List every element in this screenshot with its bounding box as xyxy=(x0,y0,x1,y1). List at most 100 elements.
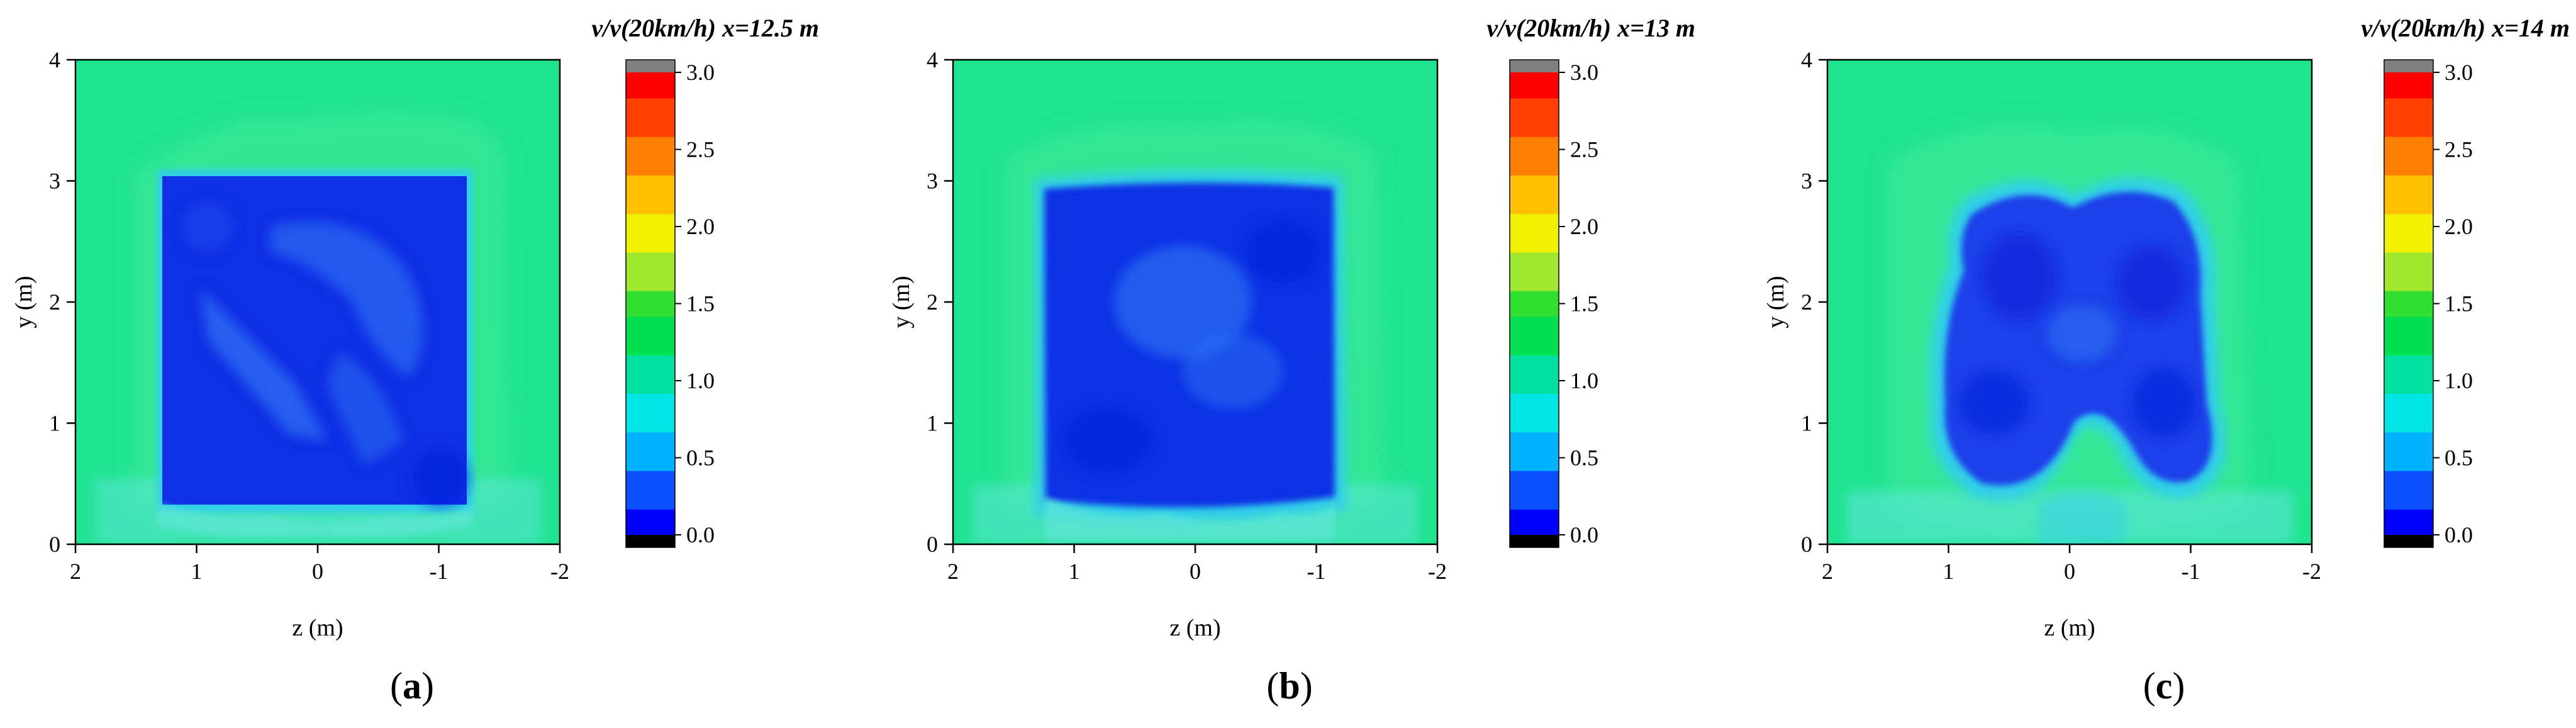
panel-label-b: (b) xyxy=(1266,665,1312,707)
colorbar-step xyxy=(626,111,675,125)
colorbar-step xyxy=(2384,277,2433,291)
colorbar-a: 0.0 0.5 1.0 1.5 2.0 2.5 3.0 xyxy=(625,59,715,548)
y-tick-label: 3 xyxy=(49,169,60,194)
colorbar-step xyxy=(1510,252,1559,266)
colorbar-step xyxy=(2384,149,2433,163)
colorbar-over-cap xyxy=(1510,60,1559,72)
colorbar-tick-label: 1.5 xyxy=(1570,291,1598,316)
colorbar-step xyxy=(626,123,675,137)
colorbar-step xyxy=(2384,303,2433,317)
ticks-c: 2 1 0 -1 -2 0 1 2 3 4 xyxy=(1801,47,2321,584)
wake-texture-c xyxy=(1960,233,2195,437)
colorbar-step xyxy=(2384,355,2433,369)
colorbar-step xyxy=(2384,213,2433,227)
colorbar-under-cap xyxy=(626,535,675,547)
ticks-b: 2 1 0 -1 -2 0 1 2 3 4 xyxy=(927,47,1447,584)
colorbar-step xyxy=(626,303,675,317)
colorbar-step xyxy=(2384,252,2433,266)
colorbar-step xyxy=(2384,483,2433,497)
colorbar-step xyxy=(1510,316,1559,330)
colorbar-tick-label: 2.5 xyxy=(686,137,715,162)
colorbar-step xyxy=(2384,457,2433,471)
colorbar-step xyxy=(626,522,675,535)
colorbar-step xyxy=(2384,316,2433,330)
colorbar-step xyxy=(626,239,675,253)
colorbar-step xyxy=(2384,111,2433,125)
colorbar-step xyxy=(1510,149,1559,163)
colorbar-tick-label: 3.0 xyxy=(1570,60,1598,85)
colorbar-step xyxy=(2384,406,2433,420)
plot-title-c: v/v(20km/h) x=14 m xyxy=(2361,14,2570,42)
colorbar-step xyxy=(1510,457,1559,471)
colorbar-tick-label: 2.0 xyxy=(686,214,715,239)
colorbar-tick-label: 1.0 xyxy=(2445,368,2473,393)
colorbar-step xyxy=(626,277,675,291)
colorbar-step xyxy=(1510,123,1559,137)
colorbar-step xyxy=(1510,291,1559,305)
wake-texture-a xyxy=(182,201,469,507)
colorbar-step xyxy=(2384,265,2433,279)
colorbar-step xyxy=(626,406,675,420)
colorbar-step xyxy=(1510,239,1559,253)
colorbar-step xyxy=(626,72,675,86)
colorbar-step xyxy=(626,419,675,433)
colorbar-step xyxy=(2384,291,2433,305)
colorbar-step xyxy=(1510,72,1559,86)
colorbar-step xyxy=(626,149,675,163)
y-tick-label: 2 xyxy=(927,289,938,315)
x-tick-label: -2 xyxy=(1428,559,1447,584)
heatmap-c xyxy=(1827,60,2312,544)
colorbar-tick-label: 0.0 xyxy=(2445,522,2473,547)
colorbar-step xyxy=(1510,522,1559,535)
colorbar-step xyxy=(2384,419,2433,433)
y-tick-label: 3 xyxy=(927,169,938,194)
ground-streak-b xyxy=(1044,497,1335,541)
y-tick-label: 0 xyxy=(927,532,938,557)
colorbar-tick-label: 0.5 xyxy=(686,445,715,471)
colorbar-step xyxy=(2384,522,2433,535)
ticks-a: 2 1 0 -1 -2 0 1 2 3 4 xyxy=(49,47,569,584)
colorbar-step xyxy=(2384,98,2433,111)
colorbar-under-cap xyxy=(1510,535,1559,547)
colorbar-tick-label: 0.0 xyxy=(1570,522,1598,547)
y-tick-label: 2 xyxy=(1801,289,1812,315)
colorbar-step xyxy=(626,252,675,266)
colorbar-step xyxy=(1510,329,1559,343)
y-tick-label: 1 xyxy=(49,411,60,436)
colorbar-step xyxy=(626,381,675,395)
x-axis-title-b: z (m) xyxy=(1169,615,1220,641)
colorbar-step xyxy=(626,98,675,111)
colorbar-step xyxy=(626,393,675,407)
y-tick-label: 0 xyxy=(49,532,60,557)
x-tick-label: 1 xyxy=(191,559,203,584)
colorbar-under-cap xyxy=(2384,535,2433,547)
colorbar-tick-label: 2.0 xyxy=(1570,214,1598,239)
colorbar-tick-label: 1.0 xyxy=(686,368,715,393)
colorbar-step xyxy=(1510,175,1559,189)
colorbar-step xyxy=(626,509,675,523)
colorbar-step xyxy=(1510,470,1559,484)
colorbar-step xyxy=(2384,175,2433,189)
colorbar-step xyxy=(626,175,675,189)
colorbar-step xyxy=(626,213,675,227)
y-tick-label: 4 xyxy=(1801,47,1812,72)
colorbar-step xyxy=(1510,445,1559,459)
colorbar-step xyxy=(1510,277,1559,291)
colorbar-step xyxy=(1510,509,1559,523)
colorbar-step xyxy=(1510,303,1559,317)
x-tick-label: 0 xyxy=(1190,559,1201,584)
colorbar-step xyxy=(1510,162,1559,176)
y-axis-title-c: y (m) xyxy=(1763,276,1789,328)
y-tick-label: 1 xyxy=(1801,411,1812,436)
colorbar-step xyxy=(1510,381,1559,395)
colorbar-step xyxy=(1510,98,1559,111)
colorbar-step xyxy=(1510,483,1559,497)
colorbar-step xyxy=(2384,239,2433,253)
plot-title-b: v/v(20km/h) x=13 m xyxy=(1486,14,1695,42)
colorbar-step xyxy=(626,316,675,330)
x-tick-label: 2 xyxy=(70,559,81,584)
colorbar-step xyxy=(2384,201,2433,215)
colorbar-tick-label: 3.0 xyxy=(2445,60,2473,85)
